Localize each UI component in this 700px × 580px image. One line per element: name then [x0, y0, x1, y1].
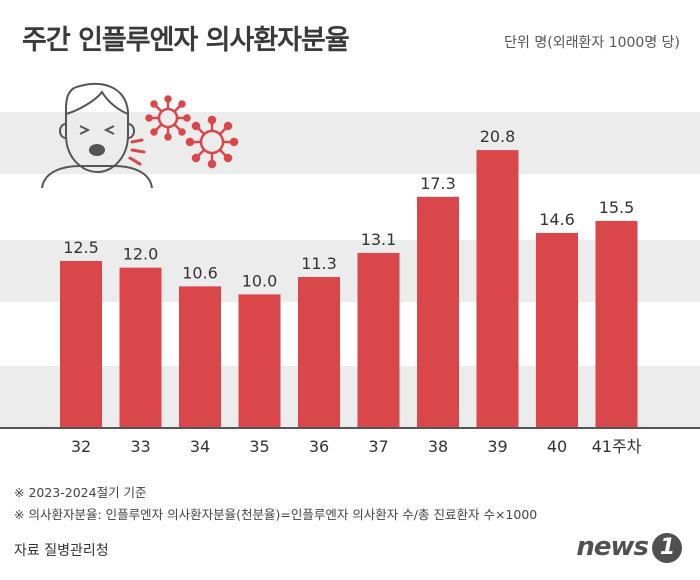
value-label: 13.1 [361, 230, 397, 249]
value-label: 14.6 [539, 210, 575, 229]
bar [238, 294, 281, 428]
category-label: 39 [487, 437, 507, 456]
category-label: 33 [130, 437, 150, 456]
bar [476, 150, 519, 428]
unit-label: 단위 명(외래환자 1000명 당) [504, 35, 680, 51]
value-label: 15.5 [599, 198, 635, 217]
value-label: 10.0 [242, 271, 278, 290]
bar [179, 286, 221, 428]
news1-logo: news 1 [576, 532, 682, 563]
value-label: 12.5 [63, 238, 99, 257]
category-label: 38 [428, 437, 448, 456]
bar [536, 232, 578, 428]
logo-text: news [576, 532, 649, 562]
category-label: 41주차 [592, 437, 642, 456]
category-label: 34 [190, 437, 210, 456]
bar [595, 220, 638, 428]
bar [119, 267, 162, 428]
grid-band [0, 240, 700, 302]
value-label: 11.3 [301, 254, 337, 273]
chart-title: 주간 인플루엔자 의사환자분율 [22, 25, 350, 56]
grid-band [0, 366, 700, 428]
note-line: ※ 2023-2024절기 기준 [14, 485, 147, 500]
category-label: 36 [309, 437, 329, 456]
sick-person-icon [40, 80, 250, 194]
category-label: 35 [249, 437, 269, 456]
value-label: 10.6 [182, 263, 218, 282]
logo-mark: 1 [652, 532, 682, 563]
category-label: 32 [71, 437, 91, 456]
virus-icon [145, 95, 191, 141]
value-label: 20.8 [480, 127, 516, 146]
value-label: 17.3 [420, 174, 456, 193]
virus-icon [185, 115, 239, 169]
notes: ※ 2023-2024절기 기준 ※ 의사환자분율: 인플루엔자 의사환자분율(… [14, 482, 537, 526]
note-line: ※ 의사환자분율: 인플루엔자 의사환자분율(천분율)=인플루엔자 의사환자 수… [14, 507, 538, 522]
value-label: 12.0 [123, 245, 159, 264]
bar-chart: 12.5 32 12.0 33 10.6 34 10.0 35 11.3 36 13.1 37 17.3… [0, 127, 700, 456]
category-label: 40 [547, 437, 567, 456]
category-label: 37 [368, 437, 388, 456]
bar [357, 252, 400, 428]
bar [60, 260, 102, 428]
bar [417, 196, 459, 428]
source-label: 자료 질병관리청 [14, 543, 109, 559]
bar [298, 277, 340, 428]
